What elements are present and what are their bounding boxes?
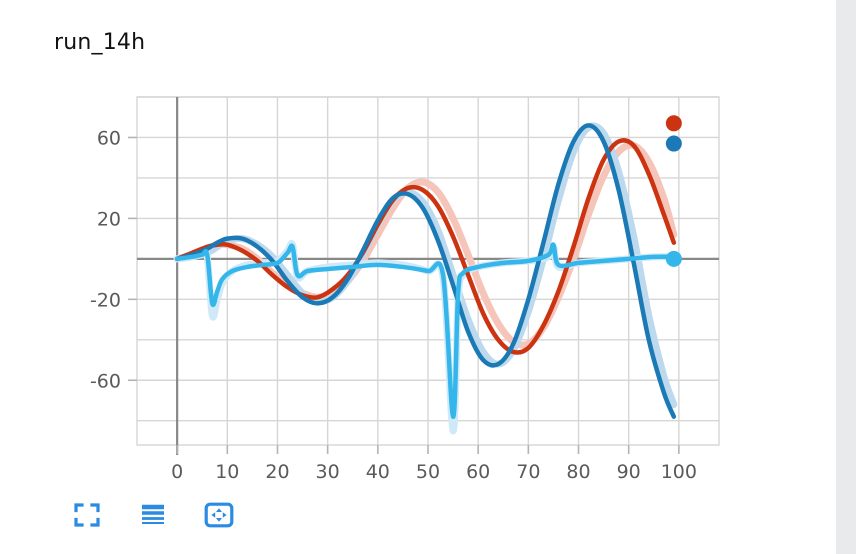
chart-plot-area[interactable]: 60 20 -20 -60 0 10 20 30 40 50 60 70 80 90 100 xyxy=(0,0,836,500)
pan-zoom-icon xyxy=(204,502,234,528)
series-end-markers[interactable] xyxy=(665,115,682,267)
legend-lines-button[interactable] xyxy=(136,498,170,532)
svg-text:10: 10 xyxy=(215,461,239,483)
chart-toolbar[interactable] xyxy=(70,498,236,532)
svg-text:90: 90 xyxy=(617,461,641,483)
svg-text:60: 60 xyxy=(97,127,121,149)
svg-text:-20: -20 xyxy=(90,289,121,311)
svg-text:50: 50 xyxy=(416,461,440,483)
svg-text:-60: -60 xyxy=(90,370,121,392)
fullscreen-icon xyxy=(74,503,100,527)
svg-text:30: 30 xyxy=(316,461,340,483)
x-axis-tick-labels: 0 10 20 30 40 50 60 70 80 90 100 xyxy=(171,461,697,483)
series-smoothed-lines[interactable] xyxy=(174,123,677,419)
svg-text:60: 60 xyxy=(466,461,490,483)
lines-icon xyxy=(142,504,164,524)
y-axis-tick-labels: 60 20 -20 -60 xyxy=(90,127,121,392)
fullscreen-button[interactable] xyxy=(70,498,104,532)
line-chart[interactable]: 60 20 -20 -60 0 10 20 30 40 50 60 70 80 90 100 xyxy=(0,0,836,500)
page-background-gutter xyxy=(836,0,856,554)
pan-zoom-button[interactable] xyxy=(202,498,236,532)
svg-text:100: 100 xyxy=(661,461,697,483)
svg-text:40: 40 xyxy=(366,461,390,483)
svg-text:80: 80 xyxy=(566,461,590,483)
svg-text:70: 70 xyxy=(516,461,540,483)
svg-text:20: 20 xyxy=(97,208,121,230)
svg-text:20: 20 xyxy=(265,461,289,483)
svg-text:0: 0 xyxy=(171,461,183,483)
chart-panel-card: run_14h 60 20 -20 -60 0 10 20 30 40 50 60 70 80 90 10… xyxy=(0,0,836,554)
page-title: run_14h xyxy=(54,30,146,55)
